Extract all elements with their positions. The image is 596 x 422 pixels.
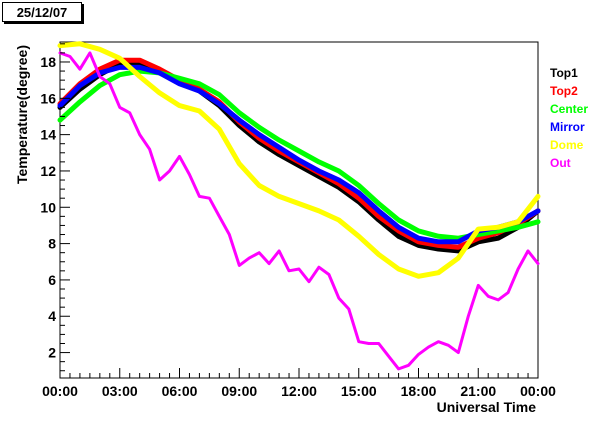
x-axis-label: Universal Time xyxy=(437,399,537,415)
y-tick-label: 18 xyxy=(40,54,56,70)
x-tick-label: 00:00 xyxy=(42,383,78,399)
y-tick-label: 4 xyxy=(48,308,56,324)
y-axis-label: Temperature(degree) xyxy=(14,45,30,184)
y-tick-label: 10 xyxy=(40,199,56,215)
series-line-center xyxy=(57,68,541,241)
x-tick-label: 12:00 xyxy=(281,383,317,399)
y-tick-label: 14 xyxy=(40,127,56,143)
date-label: 25/12/07 xyxy=(2,2,82,22)
legend-entry-top2: Top2 xyxy=(550,84,578,98)
y-tick-label: 12 xyxy=(40,163,56,179)
series-line-mirror xyxy=(57,64,541,245)
y-tick-label: 6 xyxy=(48,272,56,288)
legend-entry-mirror: Mirror xyxy=(550,120,585,134)
x-tick-label: 15:00 xyxy=(341,383,377,399)
y-tick-label: 16 xyxy=(40,90,56,106)
y-tick-label: 8 xyxy=(48,236,56,252)
y-tick-label: 2 xyxy=(48,345,56,361)
x-tick-label: 09:00 xyxy=(221,383,257,399)
series-line-out xyxy=(58,51,540,371)
x-tick-label: 18:00 xyxy=(401,383,437,399)
legend-entry-center: Center xyxy=(550,102,588,116)
x-tick-label: 00:00 xyxy=(520,383,556,399)
legend-entry-out: Out xyxy=(550,156,571,170)
legend-entry-dome: Dome xyxy=(550,138,584,152)
x-tick-label: 03:00 xyxy=(102,383,138,399)
x-tick-label: 21:00 xyxy=(460,383,496,399)
plot-area xyxy=(59,41,539,379)
series-line-top1 xyxy=(57,61,541,254)
series-line-dome xyxy=(57,41,541,279)
x-tick-label: 06:00 xyxy=(162,383,198,399)
legend-entry-top1: Top1 xyxy=(550,66,578,80)
